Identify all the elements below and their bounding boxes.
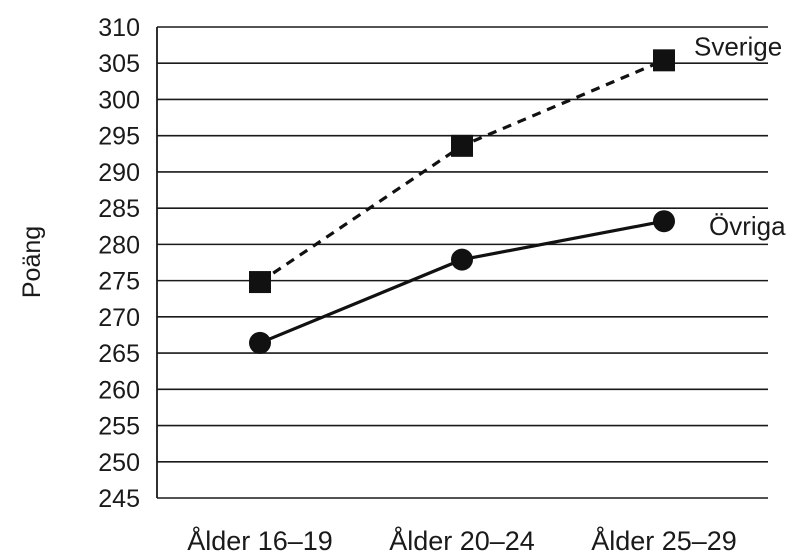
series-line-övriga — [259, 219, 665, 345]
y-tick-label: 270 — [98, 304, 140, 332]
data-point-square — [451, 134, 473, 157]
series-markers — [249, 49, 675, 354]
x-category-label: Ålder 25–29 — [591, 525, 737, 556]
y-tick-label: 285 — [98, 195, 140, 223]
data-point-square — [249, 271, 271, 294]
y-tick-label: 305 — [98, 50, 140, 78]
y-tick-label: 300 — [98, 86, 140, 114]
data-point-circle — [249, 331, 271, 354]
y-tick-label: 255 — [98, 413, 140, 441]
y-tick-label: 275 — [98, 268, 140, 296]
series-label-övriga: Övriga — [709, 211, 786, 241]
y-tick-labels: 245 250 255 260 265 270 275 280 285 290 295 300 305 3… — [98, 14, 140, 513]
y-tick-label: 265 — [98, 340, 140, 368]
y-axis-title: Poäng — [18, 226, 46, 298]
x-category-labels: Ålder 16–19 Ålder 20–24 Ålder 25–29 — [187, 525, 737, 556]
y-tick-label: 245 — [98, 485, 140, 513]
y-tick-label: 280 — [98, 231, 140, 259]
data-point-circle — [451, 248, 473, 271]
x-category-label: Ålder 16–19 — [187, 525, 333, 556]
series-labels: Sverige Övriga — [694, 31, 786, 241]
x-category-label: Ålder 20–24 — [389, 525, 535, 556]
y-tick-label: 295 — [98, 123, 140, 151]
series-label-sverige: Sverige — [694, 31, 782, 61]
series-lines — [259, 58, 665, 345]
y-tick-label: 290 — [98, 159, 140, 187]
y-tick-label: 310 — [98, 14, 140, 42]
data-point-circle — [653, 210, 675, 233]
data-point-square — [653, 49, 675, 72]
y-tick-label: 260 — [98, 376, 140, 404]
y-tick-label: 250 — [98, 449, 140, 477]
